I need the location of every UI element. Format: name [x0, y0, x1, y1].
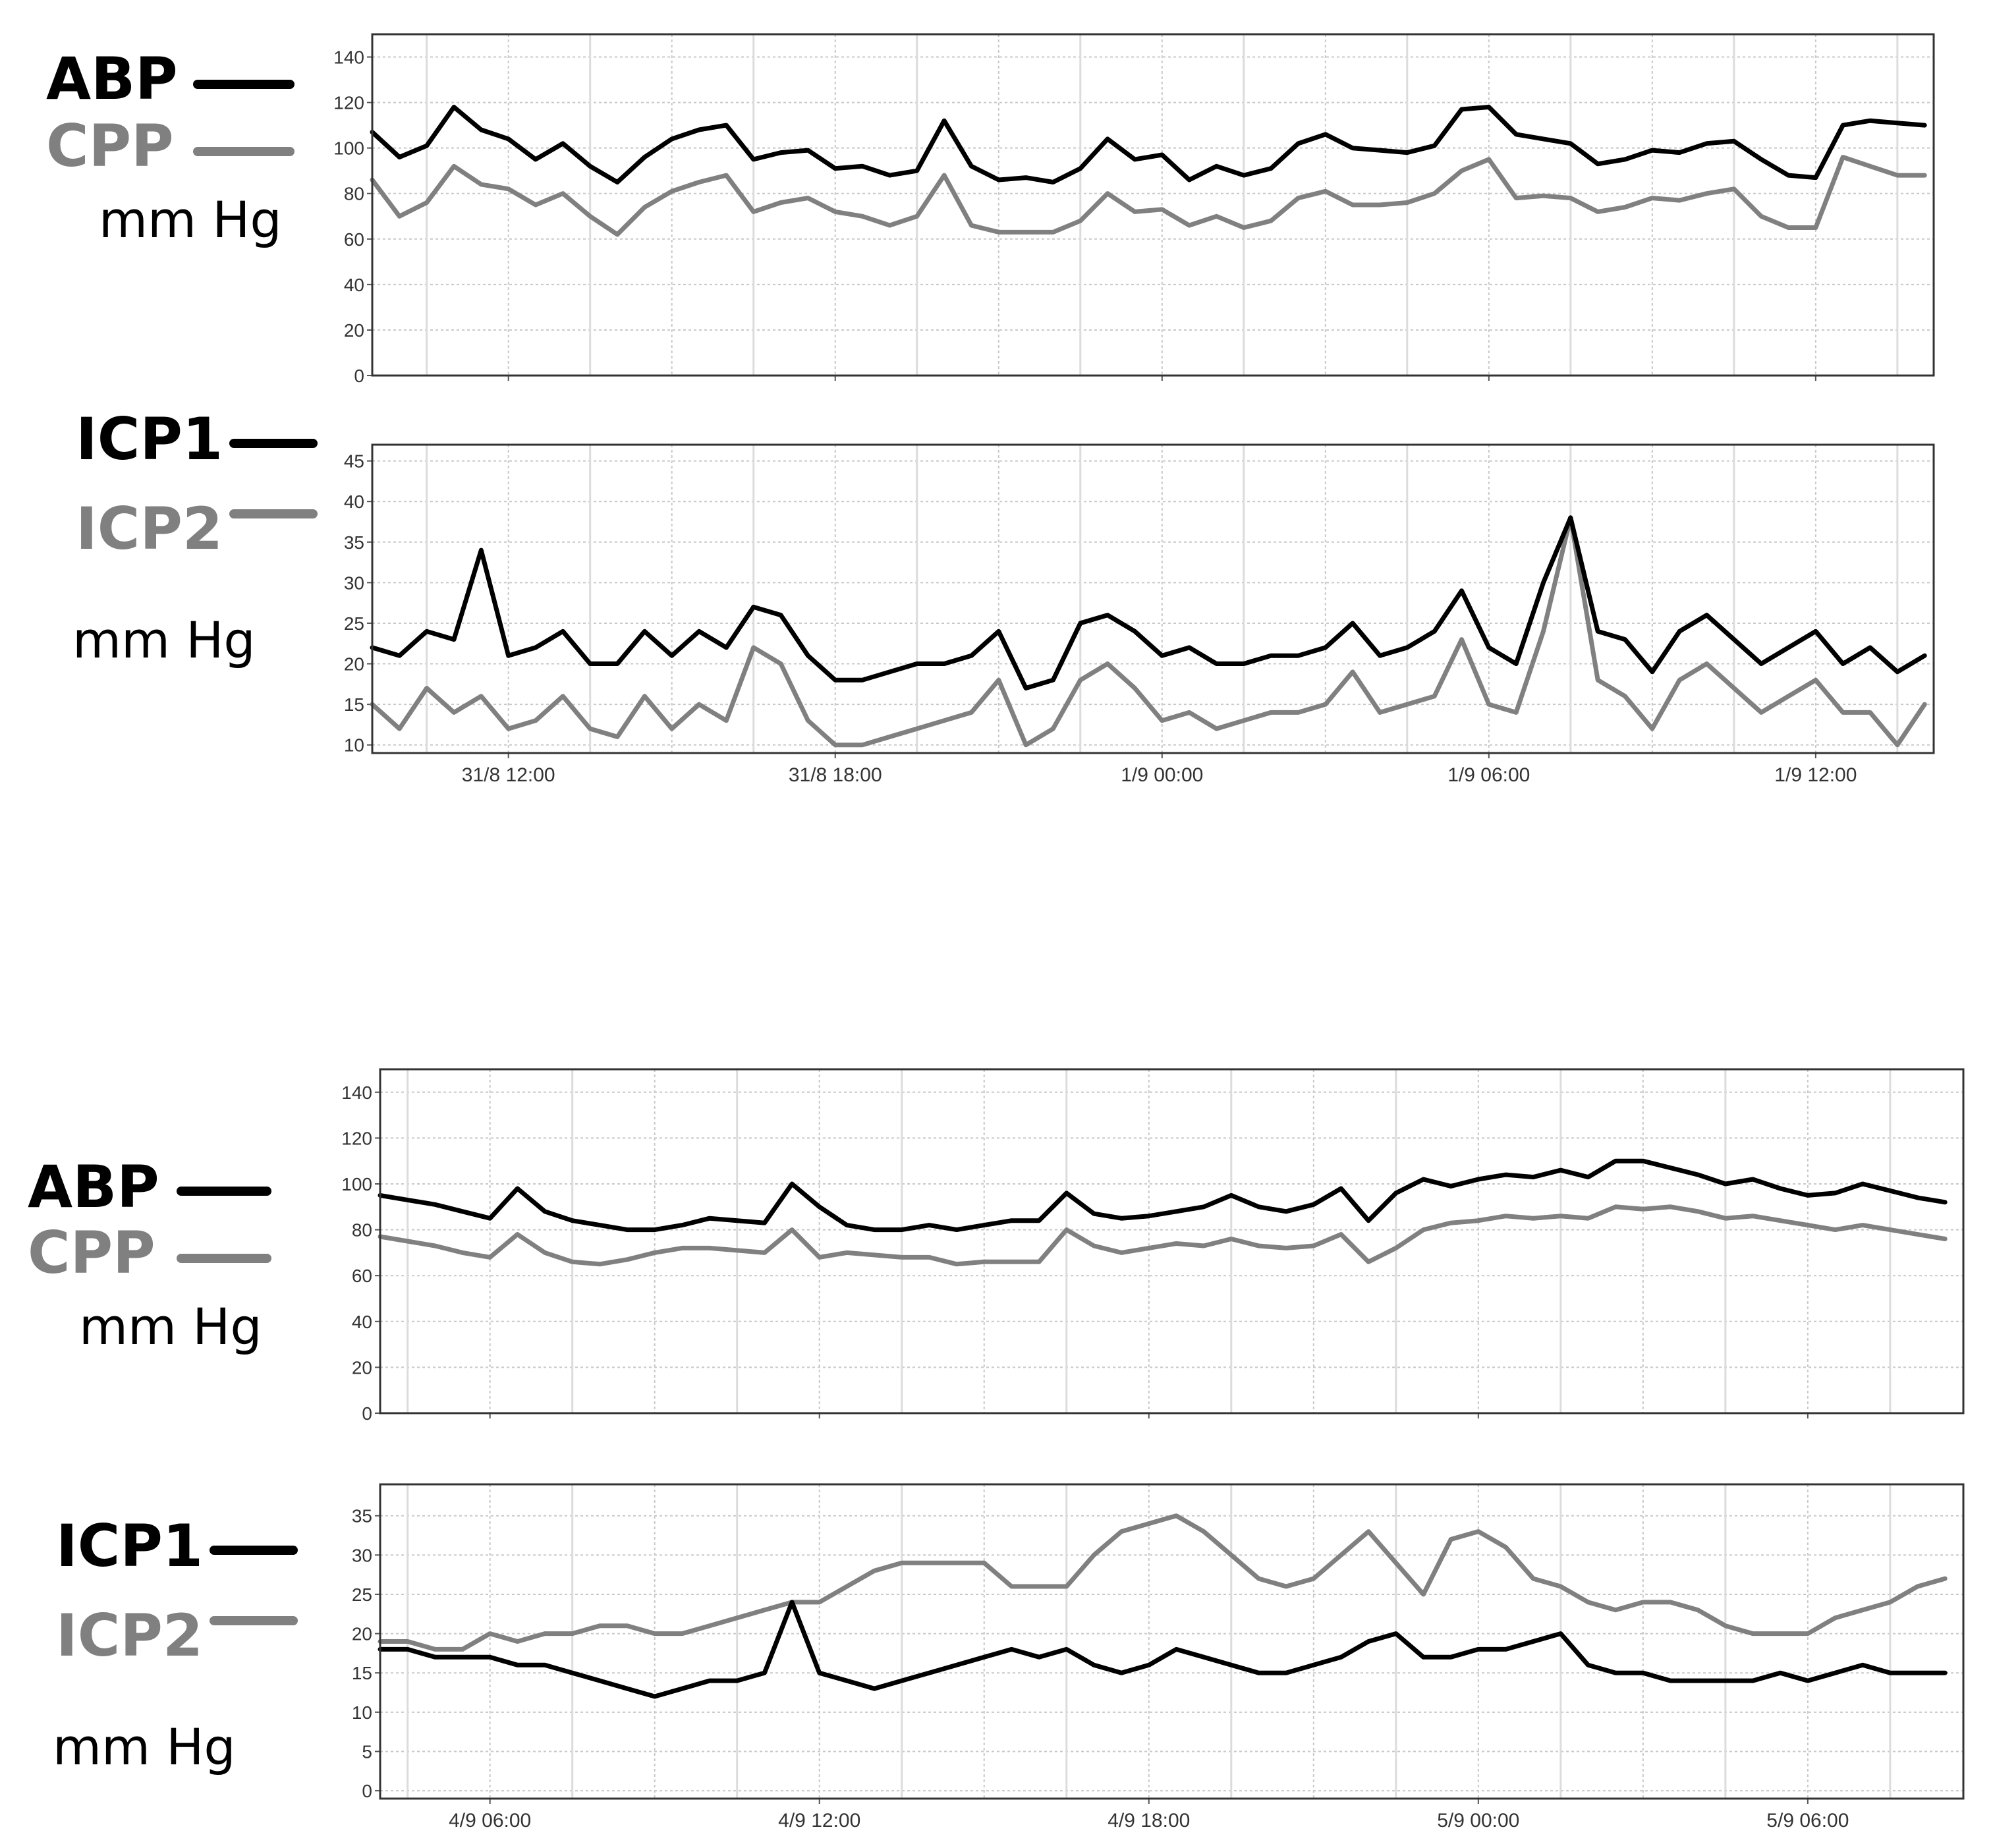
legend-unit: mm Hg — [79, 1297, 262, 1356]
y-tick-label: 80 — [344, 184, 364, 204]
x-tick-label: 31/8 12:00 — [462, 764, 555, 786]
y-tick-label: 20 — [352, 1357, 372, 1378]
y-tick-label: 15 — [344, 694, 364, 715]
y-tick-label: 120 — [341, 1128, 372, 1148]
legend-icp1: ICP1 — [76, 405, 223, 473]
bottom-pressure-chart: 0 20 40 60 80 100 120 140 — [341, 1068, 1965, 1424]
x-tick-label: 4/9 06:00 — [449, 1810, 531, 1832]
bottom-pressure-legend: ABP CPP mm Hg — [28, 1153, 271, 1356]
legend-icp1: ICP1 — [56, 1512, 203, 1580]
series-line-abp — [378, 1158, 1948, 1233]
y-tick-label: 120 — [333, 93, 364, 113]
y-tick-label: 0 — [362, 1403, 372, 1424]
y-tick-label: 60 — [344, 229, 364, 250]
y-tick-label: 80 — [352, 1220, 372, 1241]
legend-icp2: ICP2 — [76, 495, 223, 563]
plot-frame — [371, 443, 1935, 754]
series-line-cpp — [378, 1204, 1948, 1267]
y-tick-label: 20 — [344, 654, 364, 675]
y-tick-label: 45 — [344, 451, 364, 472]
plot-frame — [371, 33, 1935, 377]
series-line-icp2 — [378, 1513, 1948, 1652]
y-tick-label: 10 — [352, 1702, 372, 1723]
plot-area — [380, 1069, 1963, 1413]
legend-cpp: CPP — [28, 1219, 155, 1287]
series-line-icp1 — [378, 1600, 1948, 1699]
y-tick-label: 35 — [344, 532, 364, 553]
series-line-icp2 — [370, 515, 1927, 748]
top-pressure-legend: ABP CPP mm Hg — [46, 45, 295, 249]
y-tick-label: 140 — [341, 1082, 372, 1103]
plot-frame — [379, 1483, 1965, 1800]
bottom-icp-chart: 0 5 10 15 20 25 30 35 4/9 06:00 4/9 12:00 4/9 18:0… — [352, 1483, 1965, 1832]
x-tick-label: 5/9 00:00 — [1437, 1810, 1519, 1832]
y-tick-label: 15 — [352, 1663, 372, 1683]
y-tick-label: 30 — [344, 573, 364, 593]
y-tick-label: 20 — [344, 320, 364, 341]
y-tick-label: 25 — [344, 613, 364, 634]
y-tick-label: 0 — [362, 1781, 372, 1801]
bottom-icp-legend: ICP1 ICP2 mm Hg — [53, 1512, 298, 1776]
y-tick-label: 40 — [352, 1312, 372, 1332]
y-tick-label: 5 — [362, 1741, 372, 1762]
top-pressure-chart: 0 20 40 60 80 100 120 140 — [333, 33, 1935, 386]
y-tick-label: 30 — [352, 1545, 372, 1565]
top-icp-legend: ICP1 ICP2 mm Hg — [72, 405, 318, 669]
y-tick-label: 10 — [344, 735, 364, 756]
y-tick-label: 60 — [352, 1266, 372, 1286]
y-tick-label: 40 — [344, 275, 364, 295]
y-tick-label: 100 — [341, 1174, 372, 1194]
x-tick-label: 1/9 12:00 — [1774, 764, 1857, 786]
plot-area — [372, 445, 1934, 753]
legend-unit: mm Hg — [99, 190, 282, 249]
y-tick-label: 20 — [352, 1624, 372, 1644]
legend-abp: ABP — [46, 45, 178, 113]
x-tick-label: 4/9 12:00 — [778, 1810, 860, 1832]
y-tick-label: 140 — [333, 47, 364, 68]
y-tick-label: 25 — [352, 1584, 372, 1605]
x-tick-label: 31/8 18:00 — [789, 764, 882, 786]
plot-frame — [379, 1068, 1965, 1414]
x-tick-label: 5/9 06:00 — [1766, 1810, 1849, 1832]
legend-unit: mm Hg — [72, 611, 256, 669]
series-line-abp — [370, 105, 1927, 184]
y-tick-label: 40 — [344, 491, 364, 512]
y-tick-label: 0 — [354, 366, 364, 386]
y-tick-label: 100 — [333, 138, 364, 159]
legend-cpp: CPP — [46, 112, 174, 180]
plot-area — [372, 34, 1934, 376]
legend-unit: mm Hg — [53, 1718, 236, 1776]
x-tick-label: 1/9 06:00 — [1447, 764, 1530, 786]
top-icp-chart: 10 15 20 25 30 35 40 45 31/8 12:00 31/8 18:00 1/9 … — [344, 443, 1935, 786]
y-tick-label: 35 — [352, 1506, 372, 1526]
legend-abp: ABP — [28, 1153, 159, 1221]
series-line-cpp — [370, 155, 1927, 237]
x-tick-label: 4/9 18:00 — [1108, 1810, 1190, 1832]
legend-icp2: ICP2 — [56, 1602, 203, 1669]
series-line-icp1 — [370, 515, 1927, 690]
plot-area — [380, 1484, 1963, 1799]
x-tick-label: 1/9 00:00 — [1121, 764, 1203, 786]
